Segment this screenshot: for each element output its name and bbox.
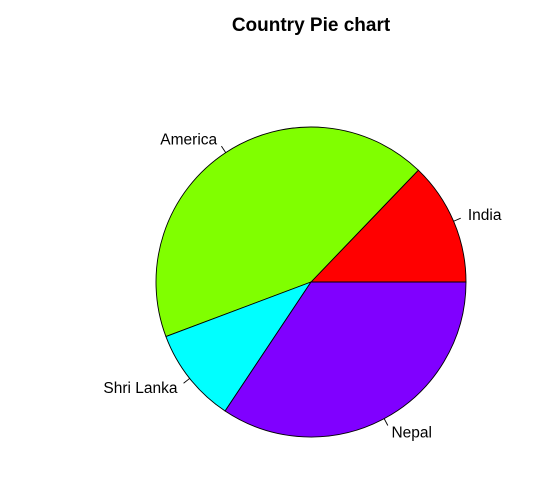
pie-slices [155, 126, 467, 438]
label-tick-shri-lanka [183, 378, 190, 384]
chart-title: Country Pie chart [232, 15, 391, 36]
pie-slice-america [155, 126, 419, 338]
label-tick-america [221, 145, 227, 153]
slice-label-shri-lanka: Shri Lanka [103, 380, 177, 397]
pie-slice-india [309, 169, 467, 283]
label-tick-nepal [383, 418, 389, 426]
slice-label-america: America [160, 132, 217, 149]
label-tick-india [453, 217, 461, 222]
slice-label-nepal: Nepal [391, 424, 432, 441]
pie-labels: India America Shri Lanka Nepal [103, 132, 501, 442]
slice-label-india: India [468, 207, 502, 224]
pie-slice-nepal [224, 281, 467, 438]
